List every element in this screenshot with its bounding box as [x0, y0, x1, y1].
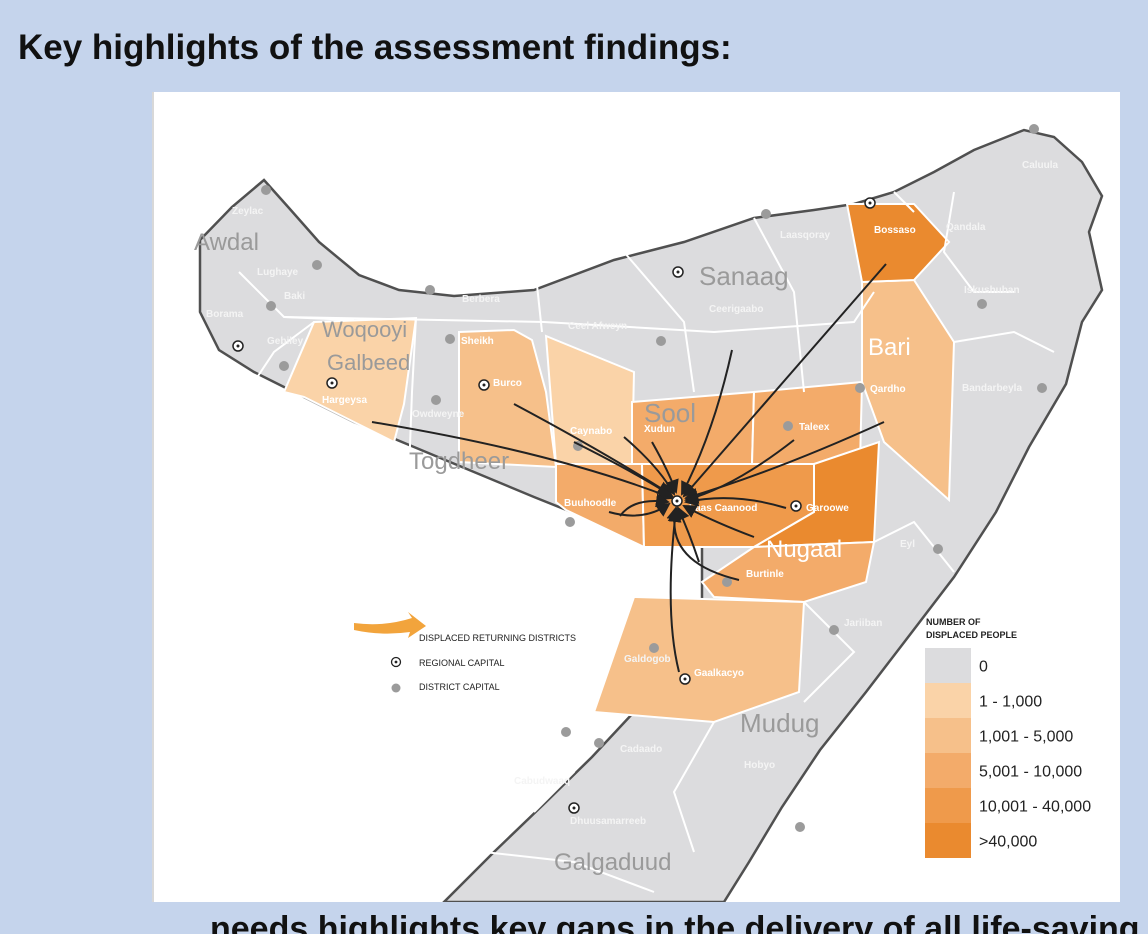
region-label-togdheer: Togdheer — [409, 448, 509, 475]
choropleth-legend: NUMBER OF DISPLACED PEOPLE 0 1 - 1,000 1,0… — [925, 617, 1091, 858]
next-paragraph-clipped: needs highlights key gaps in the deliver… — [0, 912, 1148, 934]
district-capital-markers — [261, 124, 1047, 832]
district-label-burtinle: Burtinle — [746, 569, 784, 580]
legend-title-line1: NUMBER OF — [926, 617, 981, 627]
legend-swatch-0 — [925, 648, 971, 683]
legend-class-label-0: 0 — [979, 659, 988, 676]
district-label-gebiley: Gebiley — [267, 336, 304, 347]
region-label-sanaag: Sanaag — [699, 261, 789, 291]
district-label-baki: Baki — [284, 291, 305, 302]
district-label-cadaado: Cadaado — [620, 744, 662, 755]
district-label-ceel-afweyn: Ceel Afweyn — [568, 321, 627, 332]
district-label-caynabo: Caynabo — [570, 426, 612, 437]
legend-regional-label: REGIONAL CAPITAL — [419, 658, 505, 668]
region-label-mudug: Mudug — [740, 708, 820, 738]
district-label-hargeysa: Hargeysa — [322, 395, 367, 406]
somalia-displacement-map: Awdal Woqooyi Galbeed Togdheer Sanaag So… — [194, 124, 1104, 902]
page-heading: Key highlights of the assessment finding… — [18, 28, 732, 67]
district-label-eyl: Eyl — [900, 539, 915, 550]
district-label-hobyo: Hobyo — [744, 760, 775, 771]
district-label-dhuusamarreeb: Dhuusamarreeb — [570, 816, 646, 827]
district-label-zeylac: Zeylac — [232, 206, 264, 217]
district-label-berbera: Berbera — [462, 294, 500, 305]
district-label-ceerigaabo: Ceerigaabo — [709, 304, 763, 315]
regional-capital-markers — [232, 197, 876, 814]
district-label-bandarbeyla: Bandarbeyla — [962, 383, 1022, 394]
legend-class-label-4: 10,001 - 40,000 — [979, 799, 1091, 816]
region-burco — [458, 328, 558, 469]
legend-class-label-1: 1 - 1,000 — [979, 694, 1042, 711]
district-label-iskushuban: Iskushuban — [964, 285, 1020, 296]
district-label-lughaye: Lughaye — [257, 267, 299, 278]
region-label-nugaal: Nugaal — [766, 536, 842, 563]
district-label-owdweyne: Owdweyne — [412, 409, 465, 420]
returning-arrow-icon — [354, 612, 426, 638]
region-label-galgaduud: Galgaduud — [554, 849, 671, 876]
symbol-legend: DISPLACED RETURNING DISTRICTS REGIONAL C… — [354, 612, 576, 693]
legend-class-label-3: 5,001 - 10,000 — [979, 764, 1082, 781]
district-label-caluula: Caluula — [1022, 160, 1059, 171]
district-label-borama: Borama — [206, 309, 244, 320]
district-label-qandala: Qandala — [946, 222, 986, 233]
district-borders — [238, 191, 1055, 893]
district-label-galdogob: Galdogob — [624, 654, 671, 665]
region-label-woqooyi: Woqooyi — [322, 317, 407, 342]
district-label-bossaso: Bossaso — [874, 225, 916, 236]
legend-swatch-1 — [925, 683, 971, 718]
district-label-burco: Burco — [493, 378, 522, 389]
clipped-paragraph-text: needs highlights key gaps in the deliver… — [210, 912, 1140, 934]
map-panel: Awdal Woqooyi Galbeed Togdheer Sanaag So… — [152, 92, 1120, 902]
legend-swatch-2 — [925, 718, 971, 753]
district-label-laas-caanood: Laas Caanood — [689, 503, 757, 514]
legend-arrow-label: DISPLACED RETURNING DISTRICTS — [419, 633, 576, 643]
legend-swatch-4 — [925, 788, 971, 823]
legend-swatch-3 — [925, 753, 971, 788]
legend-class-label-2: 1,001 - 5,000 — [979, 729, 1073, 746]
district-label-cabudwaaq: Cabudwaaq — [514, 776, 570, 787]
district-label-gaalkacyo: Gaalkacyo — [694, 668, 744, 679]
region-label-sool: Sool — [644, 398, 696, 428]
region-bossaso — [845, 203, 951, 284]
district-label-buuhoodle: Buuhoodle — [564, 498, 617, 509]
legend-district-label: DISTRICT CAPITAL — [419, 682, 500, 692]
legend-class-label-5: >40,000 — [979, 834, 1037, 851]
district-label-laasqoray: Laasqoray — [780, 230, 830, 241]
displacement-flow-arrows — [371, 263, 887, 673]
region-label-awdal: Awdal — [194, 229, 259, 256]
district-label-qardho: Qardho — [870, 384, 906, 395]
region-gaalkacyo — [592, 595, 806, 724]
legend-swatch-5 — [925, 823, 971, 858]
district-label-jariiban: Jariiban — [844, 618, 882, 629]
district-label-garoowe: Garoowe — [806, 503, 849, 514]
district-label-taleex: Taleex — [799, 422, 830, 433]
district-label-xudun: Xudun — [644, 424, 675, 435]
region-hargeysa — [282, 316, 418, 444]
region-label-bari: Bari — [868, 334, 911, 361]
region-label-galbeed: Galbeed — [327, 350, 410, 375]
district-capital-icon — [391, 683, 401, 693]
district-label-sheikh: Sheikh — [461, 336, 494, 347]
legend-title-line2: DISPLACED PEOPLE — [926, 630, 1017, 640]
